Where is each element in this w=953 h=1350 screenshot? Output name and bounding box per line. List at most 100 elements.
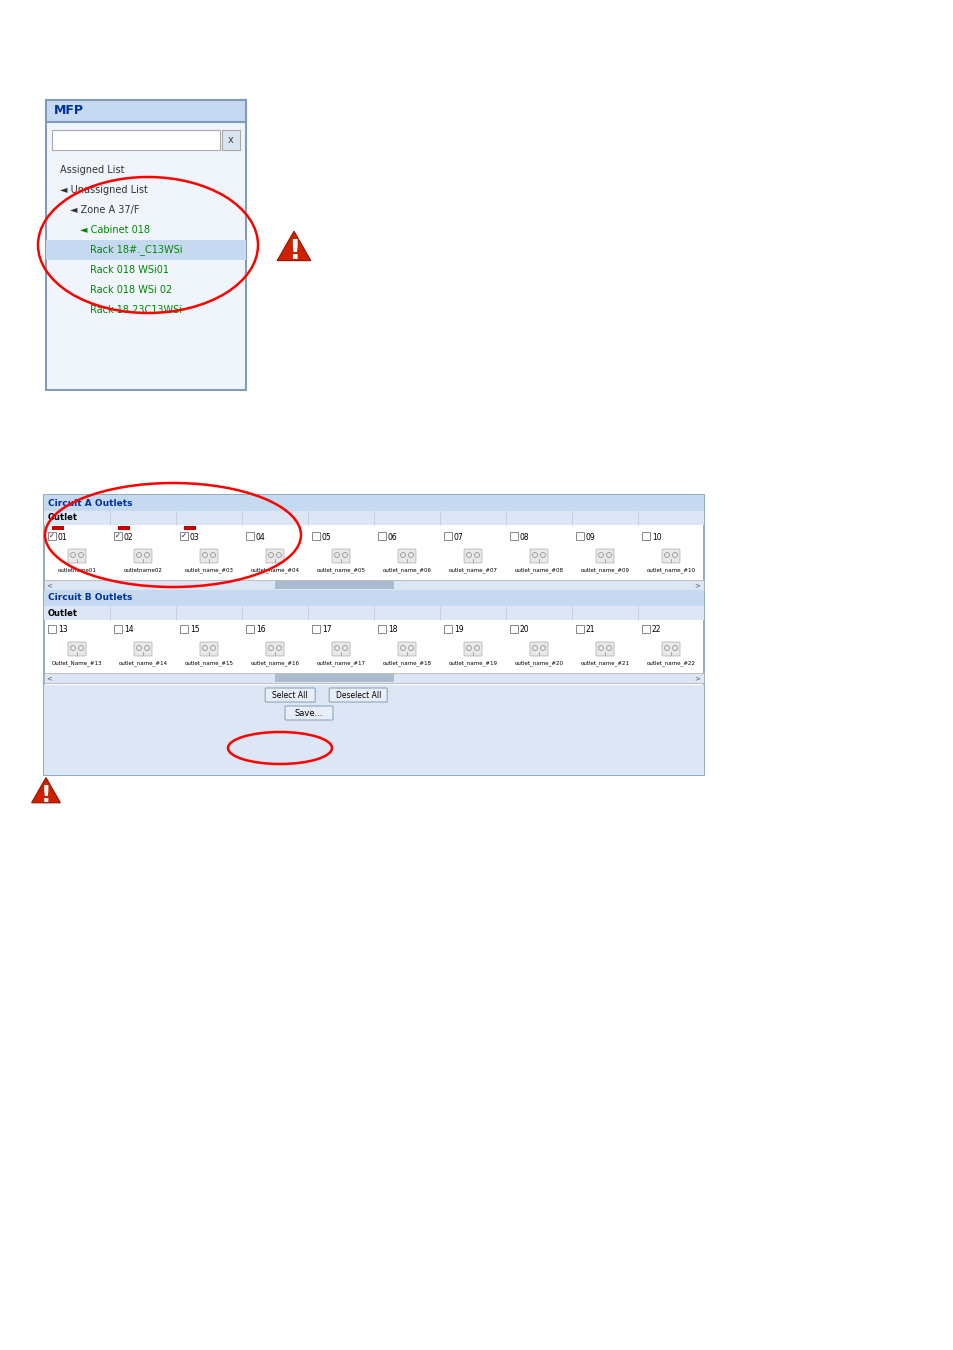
Text: Circuit A Outlets: Circuit A Outlets (48, 498, 132, 508)
Text: Assigned List: Assigned List (60, 165, 125, 176)
Text: outlet_name_#09: outlet_name_#09 (579, 567, 629, 572)
Text: Save...: Save... (294, 709, 323, 717)
Text: Rack 18#._C13WSi: Rack 18#._C13WSi (90, 244, 182, 255)
Text: x: x (228, 135, 233, 144)
Bar (510, 532, 517, 540)
Text: 04: 04 (255, 532, 266, 541)
FancyBboxPatch shape (530, 549, 547, 563)
Text: Circuit B Outlets: Circuit B Outlets (48, 594, 132, 602)
Text: <: < (46, 582, 51, 589)
Bar (246, 625, 253, 633)
Text: 05: 05 (322, 532, 332, 541)
Text: ✓: ✓ (115, 533, 121, 539)
Text: <: < (46, 675, 51, 680)
Text: 15: 15 (190, 625, 199, 634)
Text: Outlet_Name_#13: Outlet_Name_#13 (51, 660, 102, 666)
Text: 07: 07 (454, 532, 463, 541)
Text: outlet_name_#16: outlet_name_#16 (251, 660, 299, 666)
Text: 08: 08 (519, 532, 529, 541)
Bar (576, 625, 583, 633)
Text: outlet_name_#03: outlet_name_#03 (184, 567, 233, 572)
Text: outlet_name_#08: outlet_name_#08 (514, 567, 563, 572)
Bar (641, 532, 649, 540)
Text: 13: 13 (58, 625, 68, 634)
Bar (180, 625, 188, 633)
Bar (44, 674, 703, 683)
Text: 01: 01 (58, 532, 68, 541)
Bar (113, 625, 122, 633)
Text: outlet_name_#15: outlet_name_#15 (184, 660, 233, 666)
Text: ◄ Zone A 37/F: ◄ Zone A 37/F (70, 205, 139, 215)
Text: outlet_name_#07: outlet_name_#07 (448, 567, 497, 572)
Bar (377, 532, 386, 540)
Bar (180, 532, 188, 540)
Bar (222, 130, 240, 150)
FancyBboxPatch shape (266, 643, 284, 656)
FancyBboxPatch shape (397, 643, 416, 656)
Text: >: > (694, 582, 700, 589)
Text: 03: 03 (190, 532, 199, 541)
Bar (510, 625, 517, 633)
Text: 19: 19 (454, 625, 463, 634)
Bar (312, 625, 319, 633)
FancyBboxPatch shape (68, 643, 86, 656)
Bar (48, 532, 56, 540)
Text: ◄ Unassigned List: ◄ Unassigned List (60, 185, 148, 194)
FancyBboxPatch shape (463, 643, 481, 656)
Text: 06: 06 (388, 532, 397, 541)
FancyBboxPatch shape (332, 549, 350, 563)
Text: Rack 018 WSi 02: Rack 018 WSi 02 (90, 285, 172, 296)
Bar (44, 590, 703, 606)
Text: outlet_name_#17: outlet_name_#17 (316, 660, 365, 666)
Bar (246, 532, 253, 540)
Text: 02: 02 (124, 532, 133, 541)
Text: outlet_name_#10: outlet_name_#10 (646, 567, 695, 572)
FancyBboxPatch shape (200, 549, 218, 563)
Bar (443, 625, 452, 633)
Text: 22: 22 (651, 625, 660, 634)
FancyBboxPatch shape (661, 549, 679, 563)
Text: outlet_name_#21: outlet_name_#21 (579, 660, 629, 666)
Text: outletname02: outletname02 (124, 567, 162, 572)
Bar (52, 526, 64, 531)
Text: Deselect All: Deselect All (335, 690, 380, 699)
FancyBboxPatch shape (46, 100, 246, 390)
Text: 09: 09 (585, 532, 595, 541)
Bar (576, 532, 583, 540)
Text: outlet_name_#05: outlet_name_#05 (316, 567, 365, 572)
Bar (44, 606, 703, 620)
FancyBboxPatch shape (596, 643, 614, 656)
FancyBboxPatch shape (596, 549, 614, 563)
Bar (274, 580, 394, 589)
Bar (377, 625, 386, 633)
Polygon shape (277, 231, 311, 261)
Text: Select All: Select All (273, 690, 308, 699)
Text: outletname01: outletname01 (57, 567, 96, 572)
Text: outlet_name_#22: outlet_name_#22 (646, 660, 695, 666)
Bar (118, 526, 130, 531)
Bar (274, 674, 394, 682)
Text: 16: 16 (255, 625, 265, 634)
FancyBboxPatch shape (329, 688, 387, 702)
FancyBboxPatch shape (133, 549, 152, 563)
Text: Outlet: Outlet (48, 513, 78, 522)
Polygon shape (31, 778, 60, 803)
Bar (46, 100, 246, 122)
FancyBboxPatch shape (133, 643, 152, 656)
Bar (44, 580, 703, 590)
FancyBboxPatch shape (68, 549, 86, 563)
Bar (44, 684, 703, 775)
Text: !: ! (41, 784, 51, 807)
Text: outlet_name_#19: outlet_name_#19 (448, 660, 497, 666)
Text: outlet_name_#04: outlet_name_#04 (251, 567, 299, 572)
Text: 14: 14 (124, 625, 133, 634)
Bar (48, 625, 56, 633)
Bar (312, 532, 319, 540)
Bar (113, 532, 122, 540)
Text: ✓: ✓ (181, 533, 187, 539)
Text: outlet_name_#14: outlet_name_#14 (118, 660, 168, 666)
Text: outlet_name_#20: outlet_name_#20 (514, 660, 563, 666)
Text: 20: 20 (519, 625, 529, 634)
Text: 17: 17 (322, 625, 332, 634)
FancyBboxPatch shape (332, 643, 350, 656)
